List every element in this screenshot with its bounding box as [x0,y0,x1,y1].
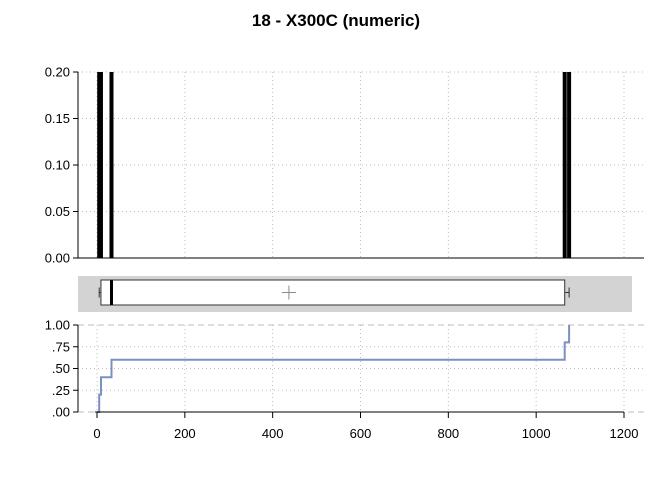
box-body [100,279,566,306]
y-tick-label: .75 [52,339,70,354]
boxplot [98,279,570,306]
x-tick-label: 1200 [610,426,639,441]
x-tick-label: 600 [350,426,372,441]
x-tick-label: 0 [93,426,100,441]
y-tick-label: 0.00 [45,251,70,266]
ecdf-line [94,325,571,413]
x-tick-label: 800 [437,426,459,441]
y-tick-label: .25 [52,383,70,398]
frequency-bars [97,72,572,258]
x-ticks: 0 200 400 600 800 1000 1200 [93,412,638,441]
y-tick-label: 1.00 [45,318,70,333]
y-tick-label: .50 [52,361,70,376]
x-tick-label: 200 [174,426,196,441]
y-tick-label: 0.10 [45,158,70,173]
chart-title: 18 - X300C (numeric) [252,11,420,30]
y-tick-label: 0.20 [45,65,70,80]
frequency-y-ticks: 0.00 0.05 0.10 0.15 0.20 [45,65,78,266]
x-tick-label: 400 [262,426,284,441]
y-tick-label: .00 [52,405,70,420]
ecdf-y-ticks: .00 .25 .50 .75 1.00 [45,318,78,420]
x-tick-label: 1000 [522,426,551,441]
grid-lines [78,71,644,412]
y-tick-label: 0.15 [45,111,70,126]
y-tick-label: 0.05 [45,204,70,219]
